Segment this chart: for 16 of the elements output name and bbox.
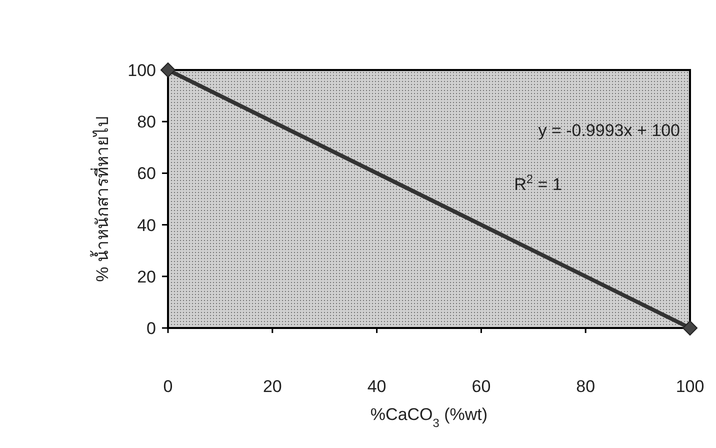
y-tick-label: 40 — [137, 216, 156, 235]
x-tick-label: 20 — [262, 377, 282, 396]
annotation: R$^{2}$ = 1 — [514, 172, 562, 194]
y-axis-title: % น้ำหนักสารที่หายไป — [90, 116, 112, 282]
y-tick-label: 60 — [137, 164, 156, 184]
y-tick-label: 100 — [128, 61, 156, 80]
x-tick-label: 80 — [576, 377, 596, 396]
x-tick-label: 40 — [367, 377, 386, 396]
x-tick-label: 100 — [676, 377, 704, 396]
x-tick-label: 0 — [163, 377, 173, 396]
y-tick-label: 80 — [137, 112, 156, 132]
x-axis-title: %CaCO$_{3}$ (%wt) — [370, 405, 488, 430]
y-tick-label: 20 — [137, 267, 156, 286]
annotation: y = -0.9993x + 100 — [538, 121, 680, 140]
y-tick-label: 0 — [146, 319, 156, 338]
x-tick-label: 60 — [472, 377, 491, 396]
